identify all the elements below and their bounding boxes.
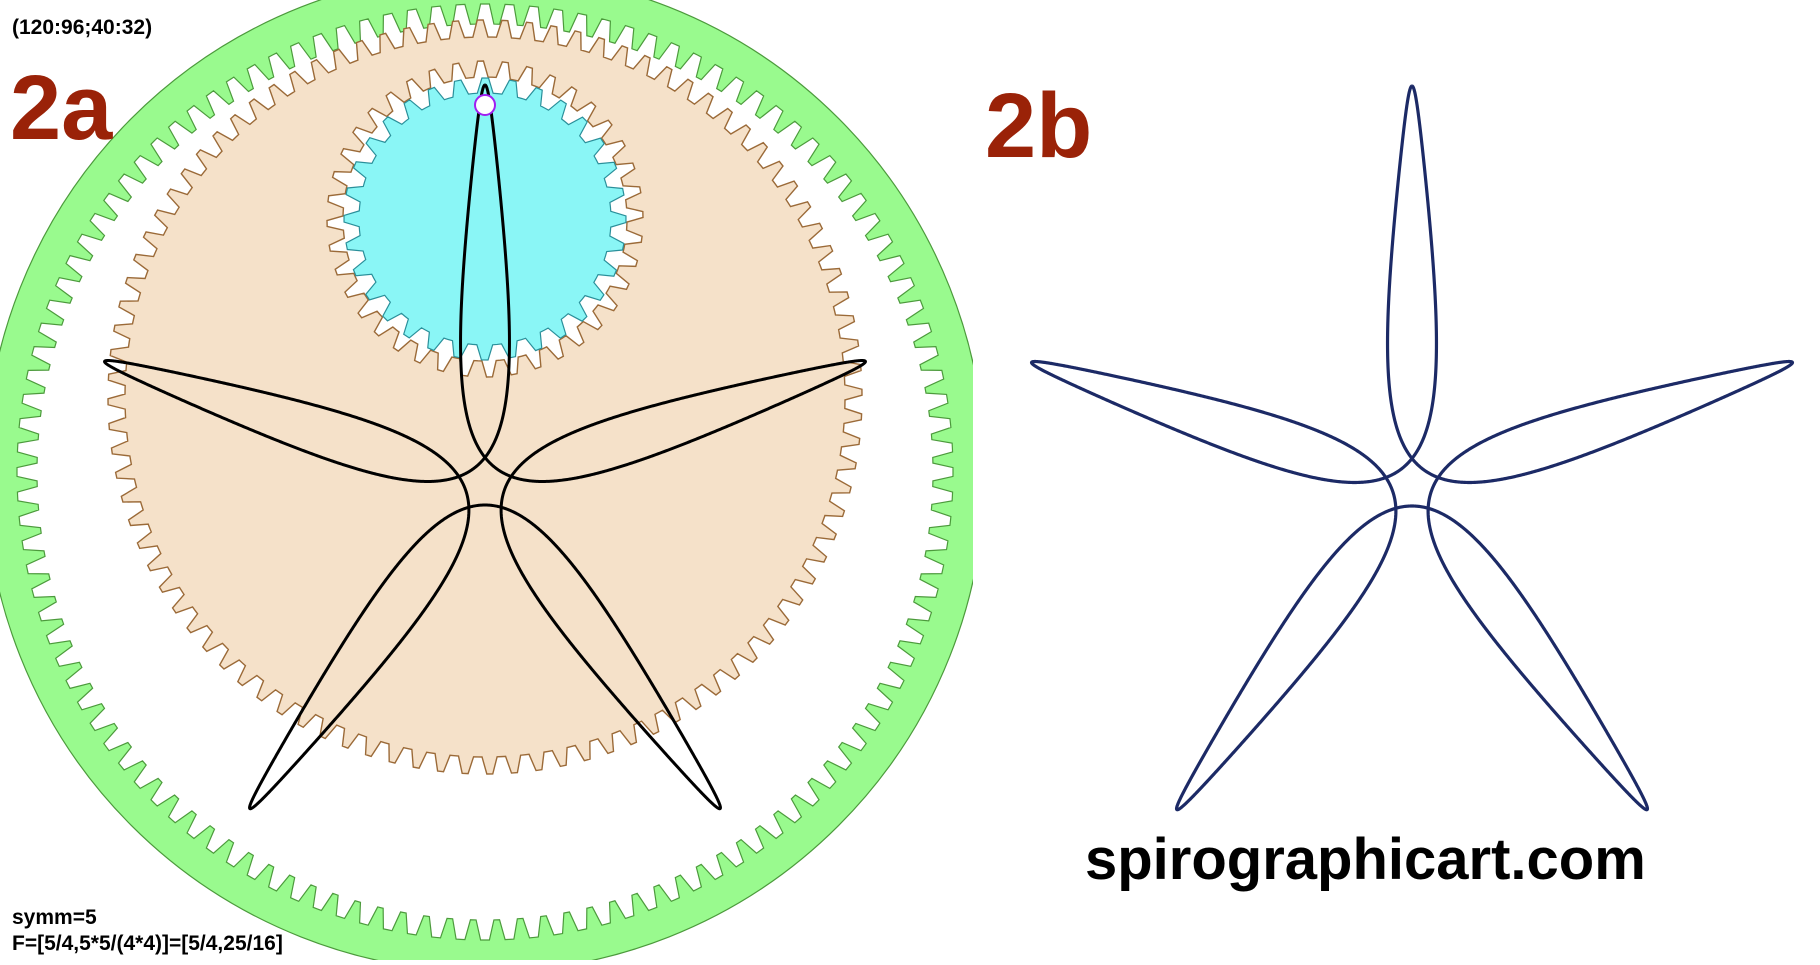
outer-ring-gear [0,0,973,960]
small-gear-32 [343,77,627,361]
gear-ratio-readout: (120:96;40:32) [12,16,153,39]
spirograph-curve-2b [1029,84,1795,812]
panel-2a [0,0,973,960]
formula-readout: F=[5/4,5*5/(4*4)]=[5/4,25/16] [12,932,283,955]
pen-hole-marker [474,94,496,116]
symmetry-readout: symm=5 [12,906,97,929]
panel-2b [1029,84,1795,812]
site-watermark: spirographicart.com [1085,827,1646,892]
panel-label-2a: 2a [10,57,113,159]
mid-gear-96 [107,19,863,775]
panel-label-2b: 2b [985,75,1093,177]
spirograph-curve-2a [103,83,867,811]
